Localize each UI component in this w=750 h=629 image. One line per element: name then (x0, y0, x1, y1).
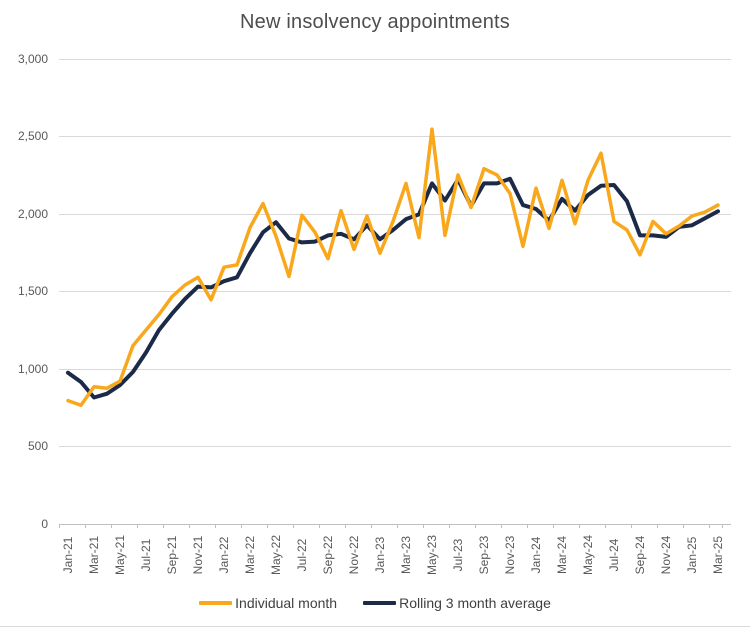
x-axis-tickmark (579, 524, 580, 528)
legend: Individual month Rolling 3 month average (0, 595, 750, 611)
y-axis-tick-label: 2,500 (17, 129, 48, 144)
x-axis-tickmark (111, 524, 112, 528)
legend-item-rolling-average[interactable]: Rolling 3 month average (363, 595, 551, 611)
x-axis-tickmark (722, 524, 723, 528)
x-axis-tickmark (449, 524, 450, 528)
gridline (59, 446, 731, 448)
x-axis-tickmark (59, 524, 60, 528)
rolling-average-line-swatch (363, 601, 397, 605)
y-axis-tick-label: 3,000 (17, 51, 48, 66)
x-axis-tickmark (319, 524, 320, 528)
x-axis-tickmark (345, 524, 346, 528)
x-axis-tickmark (215, 524, 216, 528)
individual-month-line-swatch (199, 601, 233, 605)
y-axis-tick-label: 2,000 (17, 206, 48, 221)
y-axis-tick-label: 0 (41, 517, 48, 531)
x-axis-tickmark (85, 524, 86, 528)
x-axis-tickmark (709, 524, 710, 528)
series-line-individual-month[interactable] (66, 127, 720, 408)
x-axis-tickmark (267, 524, 268, 528)
x-axis-tickmark (501, 524, 502, 528)
y-axis-tick-label: 1,500 (17, 284, 48, 299)
x-axis-tickmark (163, 524, 164, 528)
x-axis-tickmark (397, 524, 398, 528)
legend-label: Rolling 3 month average (399, 595, 551, 611)
gridline (59, 58, 731, 60)
x-axis-tickmark (371, 524, 372, 528)
y-axis-tick-label: 1,000 (17, 361, 48, 376)
x-axis-tickmark (241, 524, 242, 528)
x-axis-tickmark (423, 524, 424, 528)
x-axis-tickmark (657, 524, 658, 528)
legend-item-individual-month[interactable]: Individual month (199, 595, 337, 611)
x-axis-tickmark (527, 524, 528, 528)
chart-bottom-border (0, 626, 750, 627)
x-axis-tickmark (631, 524, 632, 528)
legend-label: Individual month (235, 595, 338, 611)
series-line-rolling-3-month-average[interactable] (66, 176, 720, 400)
gridline (59, 368, 731, 370)
x-axis-tickmark (293, 524, 294, 528)
x-axis-tickmark (605, 524, 606, 528)
gridline (59, 136, 731, 138)
y-axis-tick-label: 500 (27, 439, 48, 454)
x-axis-tickmark (683, 524, 684, 528)
x-axis-tickmark (553, 524, 554, 528)
x-axis-tickmark (475, 524, 476, 528)
x-axis-line (59, 524, 731, 525)
x-axis-tickmark (137, 524, 138, 528)
gridline (59, 291, 731, 293)
chart-title: New insolvency appointments (240, 11, 510, 33)
x-axis-tickmark (189, 524, 190, 528)
